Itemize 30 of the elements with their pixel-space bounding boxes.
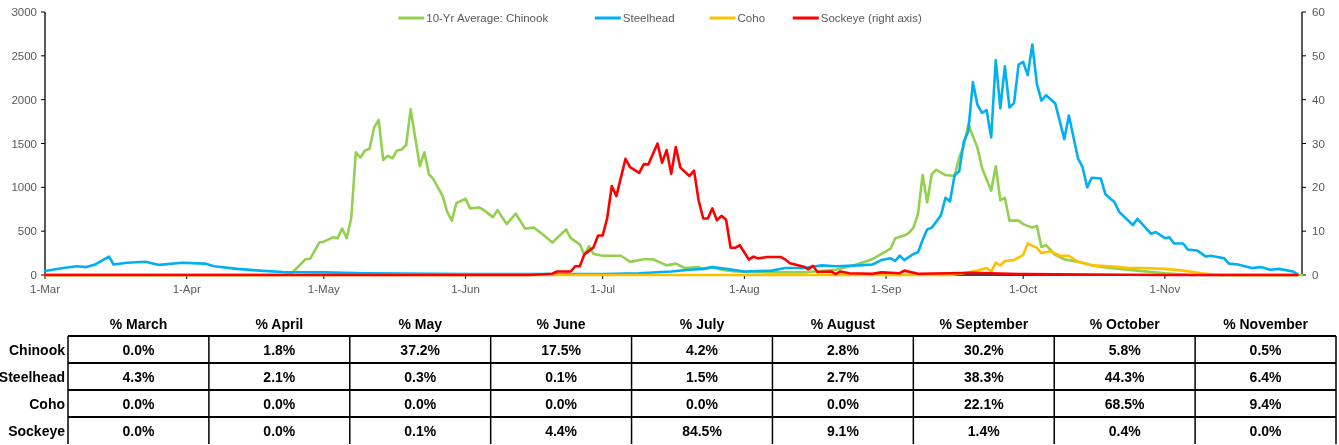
legend-label: Coho: [737, 12, 766, 24]
y-tick-label: 1500: [11, 137, 37, 150]
x-tick-label: 1-Jun: [451, 283, 480, 295]
x-tick-label: 1-Apr: [172, 283, 201, 295]
x-tick-label: 1-Nov: [1149, 283, 1181, 295]
y2-tick-label: 10: [1312, 225, 1325, 238]
y-tick-label: 2500: [11, 49, 37, 62]
legend-label: Sockeye (right axis): [820, 12, 922, 24]
legend-label: Steelhead: [622, 12, 675, 24]
y-tick-label: 500: [17, 225, 37, 238]
y-tick-label: 3000: [11, 6, 37, 18]
y2-tick-label: 20: [1312, 181, 1325, 194]
y-tick-label: 0: [30, 269, 37, 281]
y2-tick-label: 30: [1312, 137, 1325, 150]
y-tick-label: 2000: [11, 93, 37, 106]
x-tick-label: 1-Aug: [729, 283, 760, 295]
x-tick-label: 1-Mar: [29, 283, 61, 295]
x-tick-label: 1-Sep: [870, 283, 902, 295]
line-series: [43, 142, 1299, 277]
y2-tick-label: 40: [1312, 93, 1325, 106]
legend-label: 10-Yr Average: Chinook: [426, 12, 549, 24]
x-tick-label: 1-Jul: [590, 283, 616, 295]
percent-table: % March % April % May % June % July % August % September % October % November Chinook 0.0% 1.8% 37.2% 17.5% 4.2% 2.8% 30.2% 5.8% 0.5% Steelhead 4.3% 2.1% 0.3% 0.1% 1.5% 2.7% 38.3% 44.3% 6.4% Coho 0.0% 0.0% 0.0% 0.0% 0.0% 0.0% 22.1% 68.5% 9.4% Sockeye 0.0% 0.0% 0.1% 4.4% 84.5% 9.1% 1.4% 0.4% 0.0%: [0, 316, 1337, 445]
x-tick-label: 1-Oct: [1009, 283, 1039, 295]
x-tick-label: 1-May: [307, 283, 341, 295]
line-series: [43, 43, 1299, 276]
y-tick-label: 1000: [11, 181, 37, 194]
y2-tick-label: 0: [1312, 269, 1319, 281]
y2-tick-label: 50: [1312, 49, 1325, 62]
y2-tick-label: 60: [1312, 6, 1325, 18]
